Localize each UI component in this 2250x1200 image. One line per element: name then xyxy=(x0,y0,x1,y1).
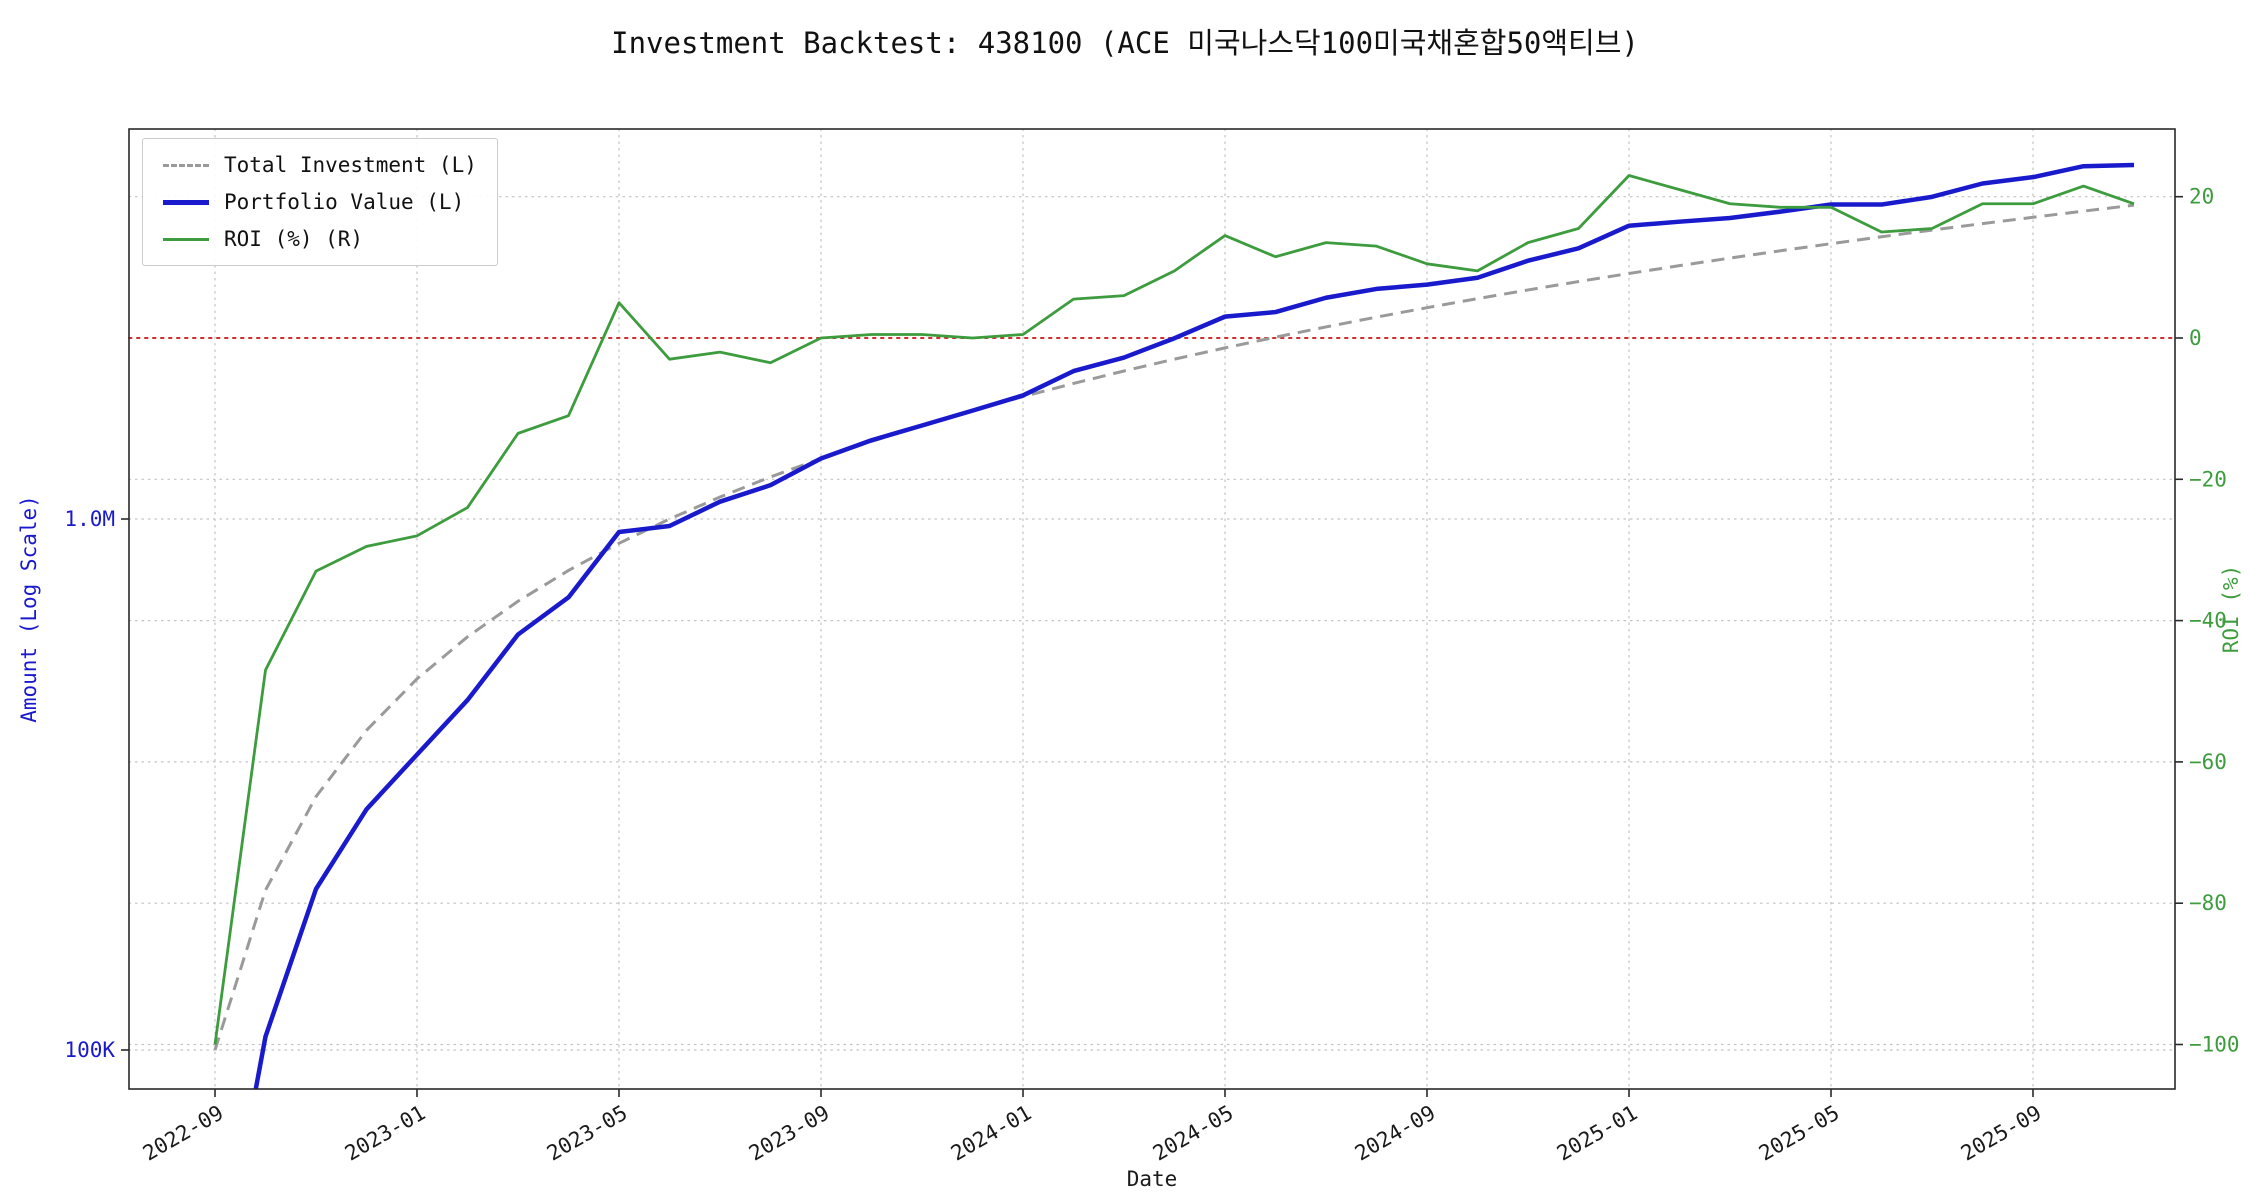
x-tick-label: 2024-01 xyxy=(947,1101,1036,1166)
legend-label: Total Investment (L) xyxy=(224,153,477,177)
legend-item-roi-r: ROI (%) (R) xyxy=(163,227,477,251)
series-total-investment-l xyxy=(213,203,2135,1051)
right-tick-label: 20 xyxy=(2189,185,2214,209)
right-axis-title: ROI (%) xyxy=(2219,565,2243,654)
right-axis: 20 0 −20 −40 −60 −80 −100 xyxy=(2175,185,2240,1057)
x-axis: 2022-09 2023-01 2023-05 2023-09 2024-01 2024-… xyxy=(139,1089,2046,1166)
right-tick-label: −60 xyxy=(2189,750,2227,774)
x-tick-label: 2023-01 xyxy=(341,1101,430,1166)
x-tick-label: 2023-09 xyxy=(745,1101,834,1166)
right-tick-label: −80 xyxy=(2189,891,2227,915)
series-roi-r xyxy=(213,174,2135,1045)
legend-label: ROI (%) (R) xyxy=(224,227,364,251)
x-axis-title: Date xyxy=(1127,1167,1178,1191)
x-tick-label: 2024-09 xyxy=(1351,1101,1440,1166)
legend-item-total-investment-l: Total Investment (L) xyxy=(163,153,477,177)
left-tick-label: 100K xyxy=(64,1038,115,1062)
legend-line-swatch xyxy=(163,237,209,241)
x-tick-label: 2025-01 xyxy=(1553,1101,1642,1166)
right-tick-label: −20 xyxy=(2189,467,2227,491)
legend-line-swatch xyxy=(163,163,209,167)
legend-label: Portfolio Value (L) xyxy=(224,190,465,214)
legend-line-swatch xyxy=(163,199,209,205)
left-axis: 100K 1.0M xyxy=(64,507,129,1062)
x-tick-label: 2023-05 xyxy=(543,1101,632,1166)
x-tick-label: 2025-09 xyxy=(1957,1101,2046,1166)
right-tick-label: 0 xyxy=(2189,326,2202,350)
x-tick-label: 2025-05 xyxy=(1755,1101,1844,1166)
right-tick-label: −100 xyxy=(2189,1033,2240,1057)
x-tick-label: 2022-09 xyxy=(139,1101,228,1166)
x-tick-label: 2024-05 xyxy=(1149,1101,1238,1166)
left-tick-label: 1.0M xyxy=(64,507,115,531)
right-tick-label: −40 xyxy=(2189,609,2227,633)
plot-border xyxy=(128,128,2176,1090)
grid xyxy=(128,128,2176,1090)
left-axis-title: Amount (Log Scale) xyxy=(17,495,41,723)
chart-title: Investment Backtest: 438100 (ACE 미국나스닥10… xyxy=(611,26,1639,60)
legend: Total Investment (L) Portfolio Value (L) R… xyxy=(142,138,498,266)
legend-item-portfolio-value-l: Portfolio Value (L) xyxy=(163,190,477,214)
